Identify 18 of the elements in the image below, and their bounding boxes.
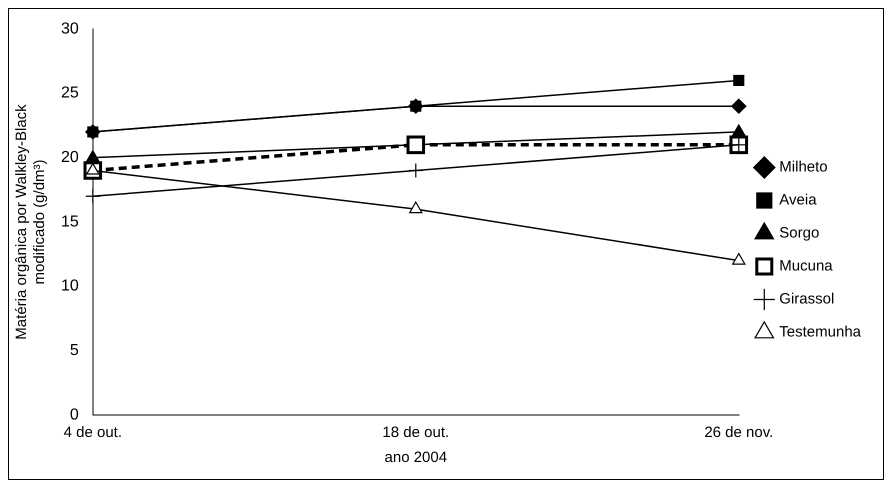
x-tick-label: 26 de nov. (704, 424, 774, 442)
legend-label: Testemunha (779, 324, 862, 341)
legend-label: Mucuna (779, 258, 834, 275)
y-tick-label: 10 (61, 278, 79, 295)
y-tick-label: 20 (61, 149, 79, 166)
x-tick-label: 4 de out. (64, 424, 122, 442)
y-tick-label: 5 (70, 342, 79, 360)
y-tick-label: 25 (61, 84, 79, 102)
legend-label: Girassol (779, 290, 834, 308)
legend-label: Aveia (779, 192, 818, 209)
y-axis-title: Matéria orgânica por Walkley-Black modificado (g/dm³) (13, 104, 48, 340)
legend-label: Sorgo (779, 224, 820, 242)
legend-label: Milheto (779, 158, 828, 176)
y-tick-label: 0 (70, 406, 79, 424)
y-tick-label: 15 (61, 213, 79, 230)
x-tick-label: 18 de out. (382, 424, 450, 442)
y-tick-label: 30 (61, 20, 79, 38)
x-axis-title: ano 2004 (384, 449, 448, 466)
